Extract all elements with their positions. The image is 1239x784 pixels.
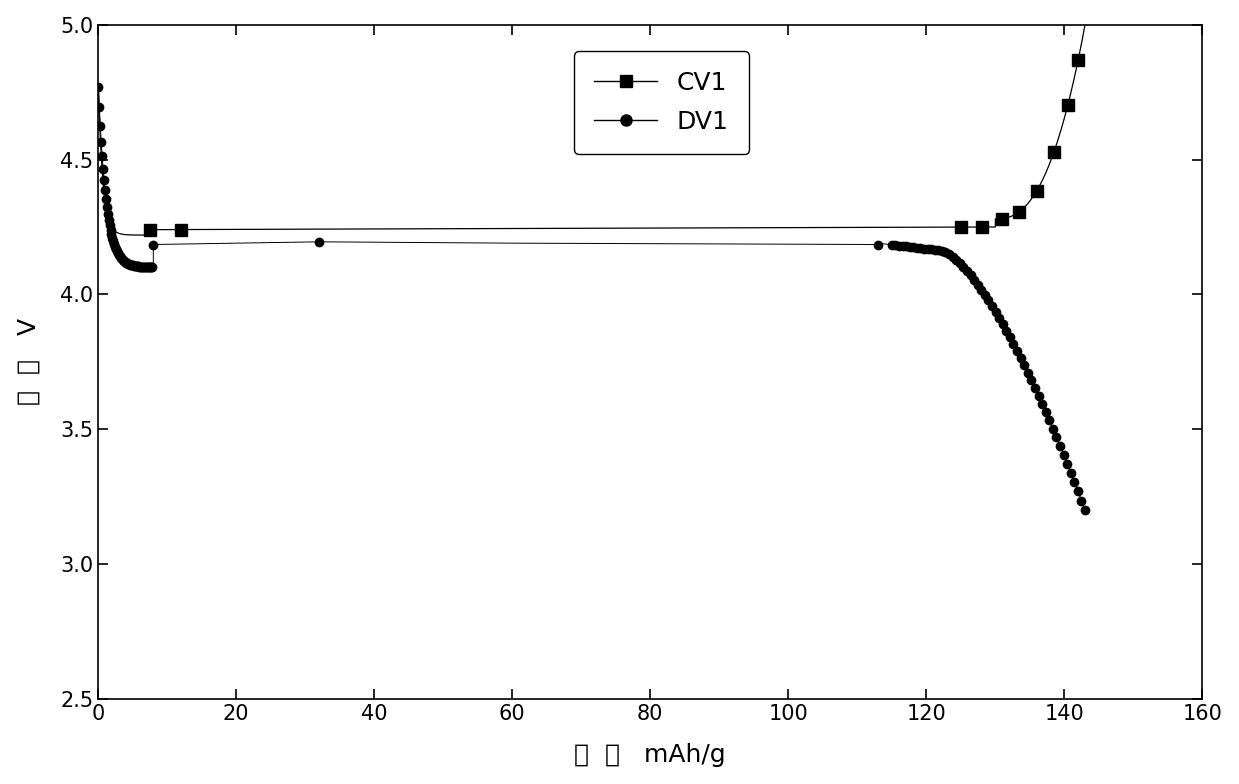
X-axis label: 容  量   mAh/g: 容 量 mAh/g — [575, 743, 726, 768]
Y-axis label: 电  压   V: 电 压 V — [16, 318, 41, 405]
Legend: CV1, DV1: CV1, DV1 — [575, 51, 748, 154]
